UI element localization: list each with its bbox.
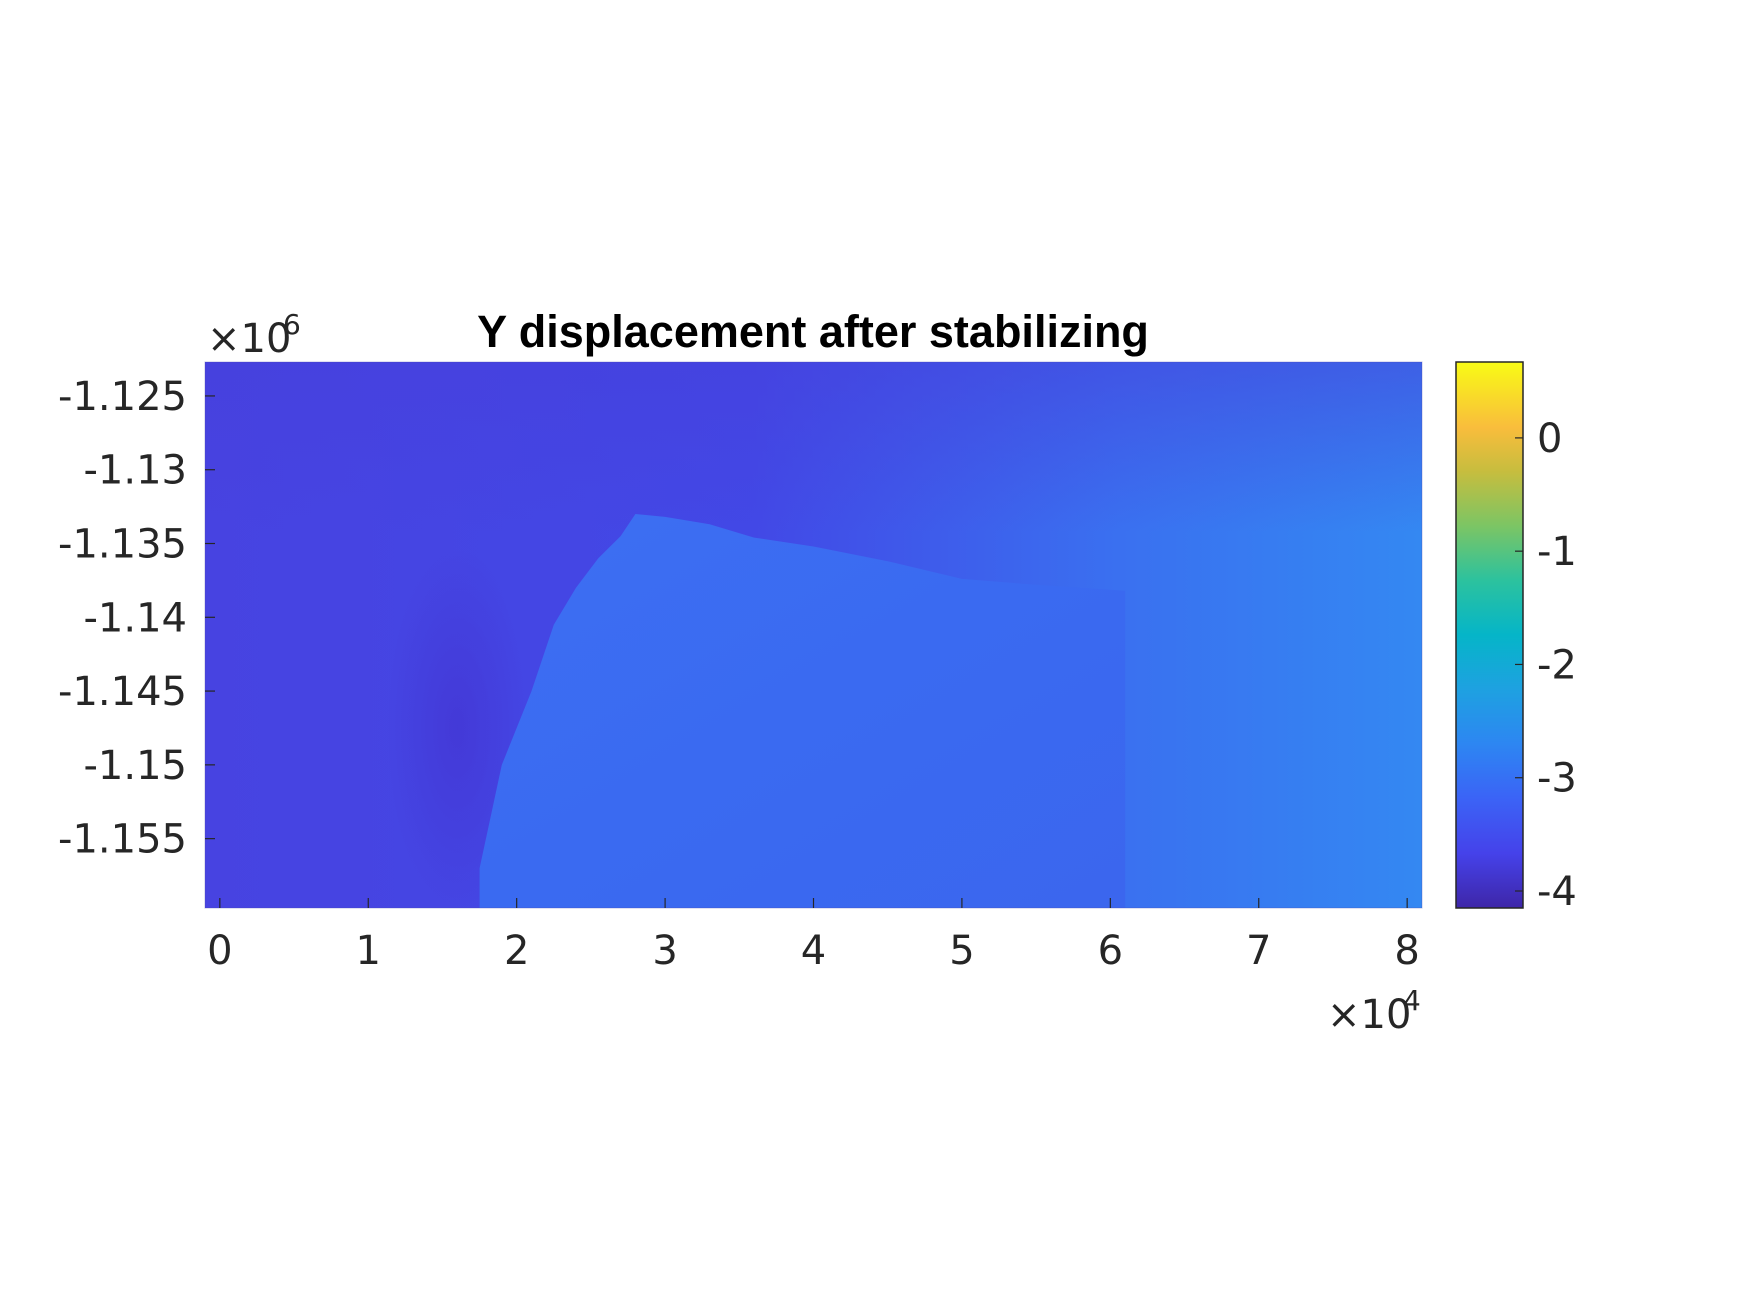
colorbar-gradient bbox=[1456, 362, 1523, 908]
y-tick-label: -1.155 bbox=[58, 817, 187, 863]
x-multiplier-exponent: 4 bbox=[1403, 984, 1421, 1017]
plot-area bbox=[205, 362, 1422, 908]
colorbar-ticks: 0 -1 -2 -3 -4 bbox=[1515, 416, 1577, 915]
y-multiplier: ×10 6 bbox=[207, 308, 301, 362]
y-tick-label: -1.13 bbox=[84, 448, 188, 494]
y-tick-label: -1.15 bbox=[84, 743, 188, 789]
x-tick-label: 3 bbox=[652, 928, 677, 974]
x-tick-label: 5 bbox=[949, 928, 974, 974]
colorbar: 0 -1 -2 -3 -4 bbox=[1456, 362, 1577, 915]
x-tick-label: 7 bbox=[1246, 928, 1271, 974]
colorbar-tick-label: 0 bbox=[1537, 416, 1562, 462]
x-tick-label: 2 bbox=[504, 928, 529, 974]
y-multiplier-base: ×10 bbox=[207, 316, 291, 362]
y-multiplier-exponent: 6 bbox=[283, 308, 301, 341]
x-multiplier: ×10 4 bbox=[1327, 984, 1421, 1038]
colorbar-tick-label: -2 bbox=[1537, 642, 1577, 688]
y-axis: -1.125 -1.13 -1.135 -1.14 -1.145 -1.15 -1.155 bbox=[58, 374, 215, 863]
x-tick-label: 6 bbox=[1098, 928, 1123, 974]
x-multiplier-base: ×10 bbox=[1327, 992, 1411, 1038]
x-tick-label: 8 bbox=[1394, 928, 1419, 974]
y-tick-label: -1.14 bbox=[84, 595, 188, 641]
chart-title: Y displacement after stabilizing bbox=[477, 306, 1149, 357]
y-tick-label: -1.145 bbox=[58, 669, 187, 715]
x-tick-label: 1 bbox=[356, 928, 381, 974]
colorbar-tick-label: -3 bbox=[1537, 756, 1577, 802]
colorbar-tick-label: -1 bbox=[1537, 529, 1577, 575]
colorbar-tick-label: -4 bbox=[1537, 869, 1577, 915]
y-tick-label: -1.125 bbox=[58, 374, 187, 420]
y-tick-label: -1.135 bbox=[58, 522, 187, 568]
x-tick-label: 0 bbox=[207, 928, 232, 974]
field-top-shading bbox=[205, 362, 1422, 532]
x-tick-label: 4 bbox=[801, 928, 826, 974]
x-axis: 0 1 2 3 4 5 6 7 8 bbox=[207, 898, 1420, 974]
